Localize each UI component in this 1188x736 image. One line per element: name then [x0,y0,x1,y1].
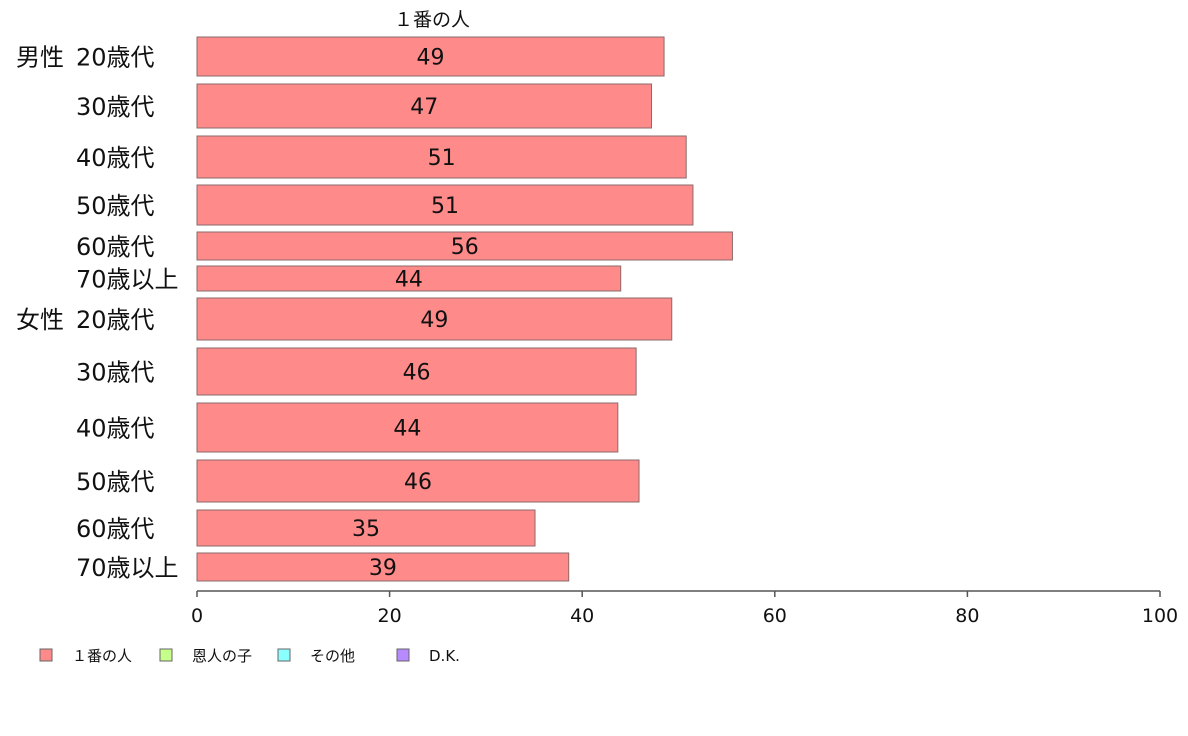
value-label: 46 [404,470,432,495]
group-label: 女性 [16,306,64,334]
bar [196,231,733,261]
x-tick-label: 80 [955,605,979,627]
x-tick-label: 40 [570,605,594,627]
value-label: 49 [417,46,445,71]
legend-label: その他 [310,647,355,665]
value-label: 47 [410,95,438,120]
x-tick-label: 100 [1142,605,1178,627]
category-label: 40歳代 [76,144,155,172]
category-label: 60歳代 [76,515,155,543]
category-label: 30歳代 [76,359,155,387]
bar [196,265,622,292]
category-label: 60歳代 [76,233,155,261]
bar [196,135,687,179]
legend-swatch [159,648,173,662]
category-label: 50歳代 [76,468,155,496]
legend-label: D.K. [429,647,460,665]
bar [196,552,570,582]
value-label: 56 [451,235,479,260]
bar [196,509,536,547]
bar [196,347,637,396]
category-label: 20歳代 [76,44,155,72]
legend-swatch [396,648,410,662]
category-label: 20歳代 [76,306,155,334]
value-label: 51 [428,146,456,171]
category-label: 70歳以上 [76,266,179,294]
category-label: 50歳代 [76,192,155,220]
value-label: 44 [395,268,423,293]
category-label: 70歳以上 [76,554,179,582]
bar [196,459,640,503]
category-label: 40歳代 [76,415,155,443]
series-title: １番の人 [394,9,470,31]
legend-swatch [39,648,53,662]
value-label: 39 [369,556,397,581]
value-label: 51 [431,194,459,219]
bar [196,402,619,453]
bar [196,83,653,129]
value-label: 49 [420,308,448,333]
legend-swatch [277,648,291,662]
category-label: 30歳代 [76,93,155,121]
x-tick-label: 0 [191,605,203,627]
legend-label: １番の人 [72,647,132,665]
legend-label: 恩人の子 [192,647,252,665]
bar [196,36,665,77]
value-label: 46 [403,361,431,386]
value-label: 35 [352,517,380,542]
bar [196,297,673,341]
x-tick-label: 60 [763,605,787,627]
value-label: 44 [393,417,421,442]
bar [196,184,694,226]
group-label: 男性 [16,44,64,72]
x-tick-label: 20 [378,605,402,627]
